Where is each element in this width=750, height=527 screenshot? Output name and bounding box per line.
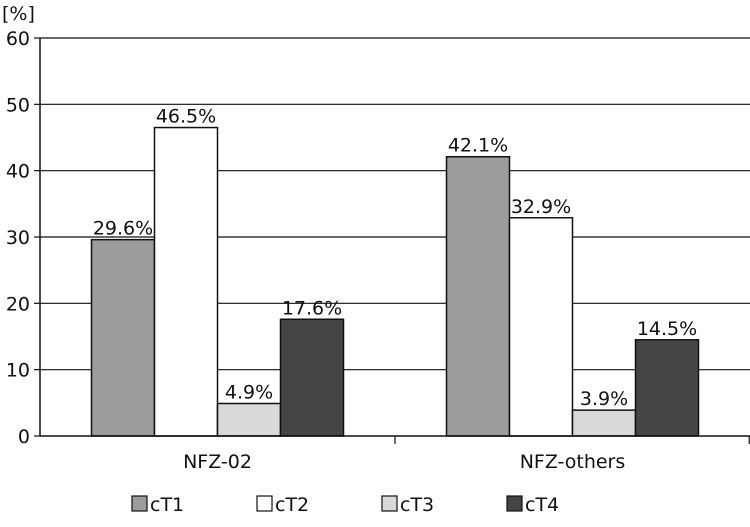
data-label: 46.5% xyxy=(156,106,216,128)
data-label: 42.1% xyxy=(448,135,508,157)
legend-label-cT1: cT1 xyxy=(150,494,184,516)
y-axis-label: [%] xyxy=(2,3,35,25)
bar-cT4 xyxy=(634,339,700,437)
y-tick-label: 10 xyxy=(6,360,30,382)
legend-swatch-cT1 xyxy=(131,495,148,512)
legend: cT1 cT2 cT3 cT4 xyxy=(131,494,559,516)
data-label: 14.5% xyxy=(637,318,697,340)
legend-swatch-cT3 xyxy=(381,495,398,512)
bar-cT1 xyxy=(445,155,511,437)
category-label: NFZ-02 xyxy=(183,451,252,473)
data-label: 3.9% xyxy=(580,388,628,410)
legend-label-cT2: cT2 xyxy=(275,494,309,516)
data-labels: 29.6% 46.5% 4.9% 17.6% 42.1% 32.9% 3.9% 14.5% xyxy=(93,106,697,411)
data-label: 4.9% xyxy=(225,381,273,403)
bar-cT3 xyxy=(571,409,637,437)
legend-label-cT4: cT4 xyxy=(525,494,559,516)
y-tick-label: 50 xyxy=(6,94,30,116)
data-label: 29.6% xyxy=(93,218,153,240)
y-tick-label: 60 xyxy=(6,28,30,50)
legend-swatch-cT4 xyxy=(506,495,523,512)
bar-cT4 xyxy=(279,318,345,437)
y-tick-label: 0 xyxy=(18,426,30,448)
bar-cT2 xyxy=(153,126,219,437)
data-label: 17.6% xyxy=(282,297,342,319)
data-label: 32.9% xyxy=(511,196,571,218)
y-tick-label: 30 xyxy=(6,227,30,249)
bar-cT3 xyxy=(216,402,282,437)
bars xyxy=(90,126,700,437)
y-tick-label: 20 xyxy=(6,293,30,315)
bar-cT1 xyxy=(90,238,156,437)
x-axis-categories: NFZ-02 NFZ-others xyxy=(183,451,625,473)
legend-swatch-cT2 xyxy=(256,495,273,512)
bar-cT2 xyxy=(508,217,574,437)
category-label: NFZ-others xyxy=(520,451,626,473)
y-axis-ticks: 0 10 20 30 40 50 60 xyxy=(6,28,40,448)
axes xyxy=(39,38,750,444)
legend-label-cT3: cT3 xyxy=(400,494,434,516)
y-tick-label: 40 xyxy=(6,161,30,183)
